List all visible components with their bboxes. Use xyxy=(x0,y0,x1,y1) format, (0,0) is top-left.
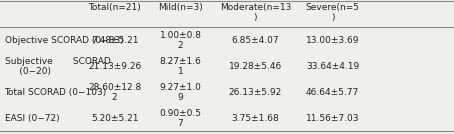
Text: 33.64±4.19: 33.64±4.19 xyxy=(306,62,359,71)
Text: EASI (0−72): EASI (0−72) xyxy=(5,114,59,123)
Text: 6.85±4.07: 6.85±4.07 xyxy=(232,36,279,45)
Text: Objective SCORAD (0−83): Objective SCORAD (0−83) xyxy=(5,36,123,45)
Text: Subjective       SCORAD
     (0−20): Subjective SCORAD (0−20) xyxy=(5,57,110,76)
Text: 13.00±3.69: 13.00±3.69 xyxy=(306,36,359,45)
Text: 8.27±1.6
1: 8.27±1.6 1 xyxy=(159,57,202,76)
Text: Total(n=21): Total(n=21) xyxy=(88,3,141,12)
Text: 46.64±5.77: 46.64±5.77 xyxy=(306,88,359,97)
Text: Total SCORAD (0−103): Total SCORAD (0−103) xyxy=(5,88,107,97)
Text: 7.48±5.21: 7.48±5.21 xyxy=(91,36,138,45)
Text: Mild(n=3): Mild(n=3) xyxy=(158,3,203,12)
Text: 9.27±1.0
9: 9.27±1.0 9 xyxy=(159,83,202,102)
Text: 26.13±5.92: 26.13±5.92 xyxy=(229,88,282,97)
Text: 11.56±7.03: 11.56±7.03 xyxy=(306,114,359,123)
Text: 0.90±0.5
7: 0.90±0.5 7 xyxy=(159,109,202,128)
Text: 3.75±1.68: 3.75±1.68 xyxy=(232,114,279,123)
Text: 19.28±5.46: 19.28±5.46 xyxy=(229,62,282,71)
Text: 1.00±0.8
2: 1.00±0.8 2 xyxy=(159,31,202,50)
Text: Moderate(n=13
): Moderate(n=13 ) xyxy=(220,3,291,22)
Text: Severe(n=5
): Severe(n=5 ) xyxy=(306,3,360,22)
Text: 5.20±5.21: 5.20±5.21 xyxy=(91,114,138,123)
Text: 28.60±12.8
2: 28.60±12.8 2 xyxy=(88,83,141,102)
Text: 21.13±9.26: 21.13±9.26 xyxy=(88,62,141,71)
